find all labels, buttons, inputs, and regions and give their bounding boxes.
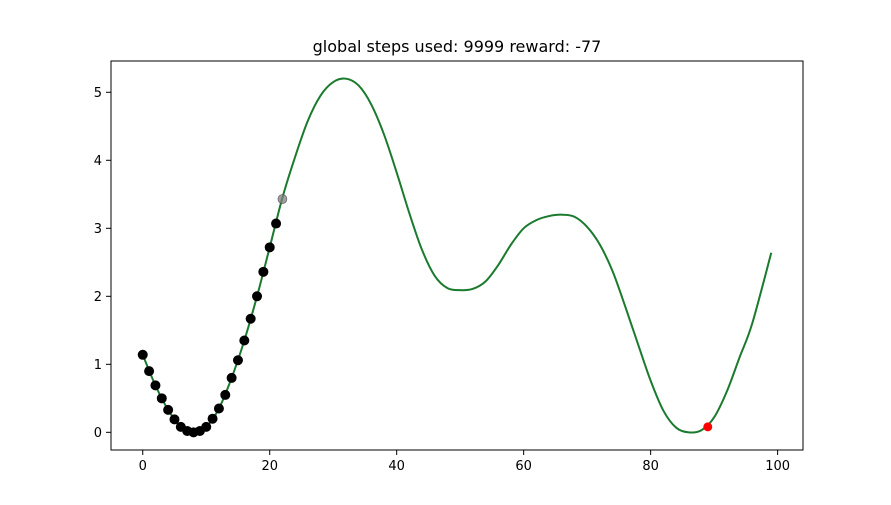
history-point	[239, 335, 250, 346]
history-point	[245, 313, 256, 324]
history-point	[258, 266, 269, 277]
history-point	[144, 366, 155, 377]
history-point	[226, 372, 237, 383]
history-point	[156, 393, 167, 404]
y-tick-label: 1	[94, 358, 102, 373]
y-tick-label: 2	[94, 290, 102, 305]
history-point	[201, 421, 212, 432]
history-point	[252, 291, 263, 302]
chart-title: global steps used: 9999 reward: -77	[313, 37, 602, 56]
history-point	[169, 414, 180, 425]
history-point	[220, 389, 231, 400]
history-point	[264, 242, 275, 253]
y-tick-label: 3	[94, 222, 102, 237]
x-tick-label: 100	[765, 459, 790, 474]
history-point	[150, 380, 161, 391]
x-tick-label: 0	[139, 459, 147, 474]
x-tick-label: 20	[261, 459, 278, 474]
x-tick-label: 60	[515, 459, 532, 474]
history-point	[137, 349, 148, 360]
target-point	[703, 422, 713, 432]
plot-frame	[110, 60, 804, 451]
x-axis: 0 20 40 60 80 100	[139, 450, 790, 474]
y-tick-label: 4	[94, 154, 102, 169]
history-point	[207, 413, 218, 424]
function-curve	[141, 77, 773, 434]
current-point	[277, 194, 288, 204]
history-point	[232, 355, 243, 366]
y-axis: 0 1 2 3 4 5	[94, 86, 111, 441]
history-point	[271, 218, 282, 229]
y-tick-label: 0	[94, 426, 102, 441]
x-tick-label: 80	[642, 459, 659, 474]
y-tick-label: 5	[94, 86, 102, 101]
plot-area	[137, 77, 773, 438]
history-point	[213, 403, 224, 414]
history-point	[163, 404, 174, 415]
x-tick-label: 40	[388, 459, 405, 474]
